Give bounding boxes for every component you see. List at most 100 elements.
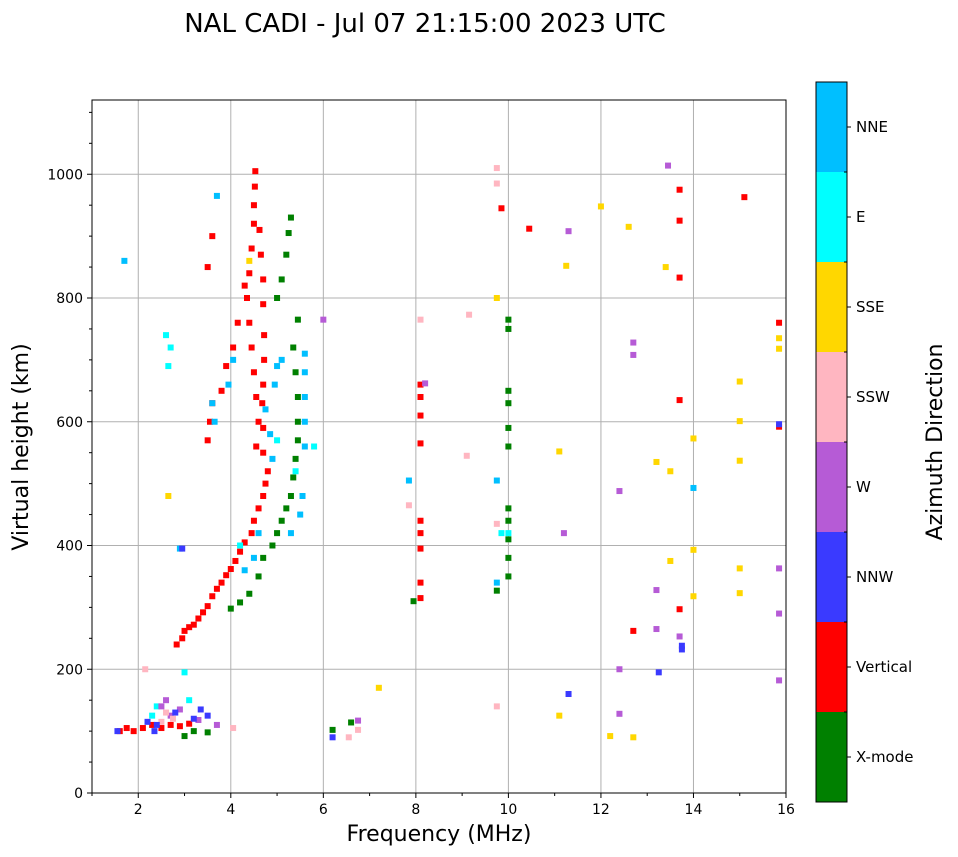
point-x-mode — [505, 517, 512, 524]
point-sse — [630, 734, 637, 741]
point-x-mode — [285, 230, 292, 237]
colorbar-frame — [815, 81, 848, 803]
y-tick-label: 400 — [56, 539, 83, 555]
colorbar-tick-label: NNE — [856, 118, 888, 136]
x-tick-label: 10 — [499, 802, 517, 818]
point-e — [498, 530, 505, 537]
x-axis-label: Frequency (MHz) — [347, 822, 532, 847]
point-vertical — [776, 319, 783, 326]
point-w — [616, 488, 623, 495]
point-vertical — [237, 548, 244, 555]
point-w — [630, 339, 637, 346]
plot-frame — [91, 99, 787, 794]
point-vertical — [253, 443, 260, 450]
point-w — [630, 351, 637, 358]
point-nnw — [655, 669, 662, 676]
point-ssw — [158, 718, 165, 725]
y-tick-label: 0 — [74, 786, 83, 802]
point-vertical — [262, 480, 269, 487]
point-w — [776, 677, 783, 684]
point-nne — [255, 530, 262, 537]
point-vertical — [260, 493, 267, 499]
point-vertical — [250, 517, 257, 524]
point-vertical — [204, 264, 211, 271]
x-tick-label: 6 — [319, 802, 328, 818]
point-x-mode — [294, 418, 301, 425]
point-sse — [736, 378, 743, 385]
point-e — [186, 697, 193, 704]
point-vertical — [218, 579, 225, 586]
point-sse — [776, 335, 783, 342]
colorbar-segment — [816, 262, 847, 352]
point-vertical — [223, 363, 230, 370]
point-w — [355, 717, 362, 724]
point-vertical — [260, 301, 267, 308]
point-x-mode — [348, 719, 355, 726]
point-x-mode — [410, 598, 417, 605]
point-vertical — [498, 205, 505, 212]
point-vertical — [264, 468, 271, 475]
colorbar-segment — [816, 82, 847, 172]
point-ssw — [493, 165, 500, 172]
point-vertical — [630, 627, 637, 634]
point-x-mode — [505, 316, 512, 323]
point-sse — [690, 546, 697, 553]
point-vertical — [417, 517, 424, 524]
x-tick-label: 4 — [226, 802, 235, 818]
point-vertical — [218, 387, 225, 394]
point-vertical — [261, 332, 268, 339]
point-vertical — [195, 615, 202, 622]
point-vertical — [417, 545, 424, 552]
point-vertical — [243, 295, 250, 301]
point-vertical — [181, 627, 188, 634]
point-vertical — [248, 530, 255, 537]
point-vertical — [256, 226, 263, 233]
point-sse — [690, 593, 697, 600]
point-sse — [736, 418, 743, 425]
point-vertical — [417, 530, 424, 537]
point-vertical — [255, 505, 262, 512]
point-vertical — [250, 369, 257, 376]
point-sse — [690, 435, 697, 442]
point-x-mode — [269, 542, 276, 549]
point-ssw — [417, 316, 424, 323]
point-ssw — [493, 180, 500, 187]
point-sse — [556, 448, 563, 455]
point-nne — [301, 350, 308, 357]
point-sse — [736, 565, 743, 572]
point-x-mode — [294, 316, 301, 323]
point-nne — [211, 418, 218, 425]
grid — [92, 100, 787, 794]
point-x-mode — [274, 530, 281, 537]
point-vertical — [246, 319, 253, 326]
point-ssw — [169, 715, 176, 722]
point-vertical — [257, 251, 264, 258]
point-w — [158, 703, 165, 710]
point-vertical — [259, 400, 266, 407]
point-vertical — [204, 437, 211, 444]
point-sse — [607, 733, 614, 740]
point-nnw — [204, 712, 211, 719]
point-w — [195, 716, 202, 723]
point-ssw — [466, 311, 473, 318]
point-vertical — [139, 725, 146, 732]
point-x-mode — [505, 443, 512, 450]
colorbar-tick-label: Vertical — [856, 658, 912, 676]
point-nne — [493, 477, 500, 484]
point-vertical — [167, 721, 174, 728]
point-nne — [213, 192, 220, 199]
y-tick-label: 600 — [56, 415, 83, 431]
point-sse — [667, 468, 674, 475]
point-vertical — [190, 621, 197, 628]
point-e — [153, 703, 160, 710]
axes: 2 4 6 8 10 12 14 16 0 200 400 600 800 1000 — [47, 111, 795, 818]
point-e — [292, 468, 299, 475]
point-vertical — [149, 721, 156, 728]
point-nnw — [153, 721, 160, 728]
point-nnw — [197, 706, 204, 713]
x-tick-label: 12 — [592, 802, 610, 818]
point-w — [653, 626, 660, 633]
point-sse — [662, 264, 669, 271]
y-axis-label: Virtual height (km) — [9, 343, 34, 550]
